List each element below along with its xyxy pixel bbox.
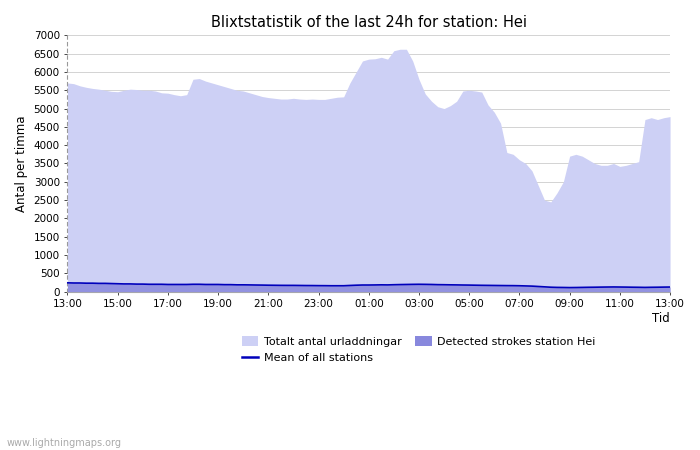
- Y-axis label: Antal per timma: Antal per timma: [15, 115, 28, 212]
- Title: Blixtstatistik of the last 24h for station: Hei: Blixtstatistik of the last 24h for stati…: [211, 15, 527, 30]
- X-axis label: Tid: Tid: [652, 312, 670, 325]
- Text: www.lightningmaps.org: www.lightningmaps.org: [7, 438, 122, 448]
- Legend: Totalt antal urladdningar, Mean of all stations, Detected strokes station Hei: Totalt antal urladdningar, Mean of all s…: [241, 337, 596, 363]
